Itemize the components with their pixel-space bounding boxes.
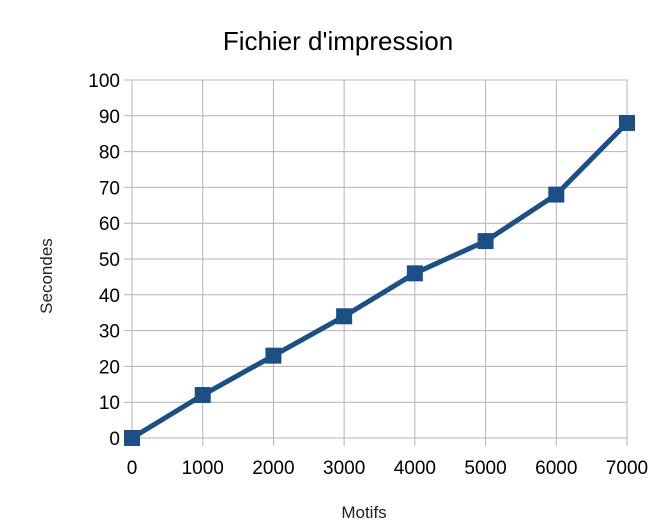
y-tick-label: 80 xyxy=(99,143,120,164)
y-tick-label: 20 xyxy=(99,357,120,378)
x-tick-label: 3000 xyxy=(323,458,365,479)
data-point xyxy=(336,308,353,325)
y-axis-label: Secondes xyxy=(37,238,56,314)
y-tick-label: 50 xyxy=(99,250,120,271)
y-tick-label: 30 xyxy=(99,322,120,343)
x-tick-label: 7000 xyxy=(606,458,648,479)
y-tick-label: 0 xyxy=(109,429,120,450)
data-point xyxy=(548,186,565,203)
data-point xyxy=(619,114,635,131)
y-tick-label: 40 xyxy=(99,286,120,307)
y-tick-label: 60 xyxy=(99,214,120,235)
x-axis-ticks: 0 1000 2000 3000 4000 5000 6000 7000 xyxy=(127,458,648,479)
data-point xyxy=(477,233,494,250)
x-tick-label: 4000 xyxy=(394,458,436,479)
y-tick-label: 100 xyxy=(88,71,120,92)
x-tick-label: 6000 xyxy=(535,458,577,479)
data-point xyxy=(124,430,140,446)
data-point xyxy=(265,347,282,364)
y-tick-label: 90 xyxy=(99,107,120,128)
y-tick-label: 10 xyxy=(99,393,120,414)
x-axis-label: Motifs xyxy=(341,503,386,522)
y-axis-ticks: 0 10 20 30 40 50 60 70 80 90 100 xyxy=(88,71,120,450)
data-point xyxy=(406,265,423,282)
grid xyxy=(124,79,628,446)
plot-frame xyxy=(131,79,628,439)
y-tick-label: 70 xyxy=(99,178,120,199)
data-point xyxy=(194,387,211,404)
x-tick-label: 1000 xyxy=(182,458,224,479)
chart-title: Fichier d'impression xyxy=(223,26,453,56)
x-tick-label: 0 xyxy=(127,458,138,479)
x-tick-label: 5000 xyxy=(464,458,506,479)
series-line xyxy=(130,121,629,441)
x-tick-label: 2000 xyxy=(252,458,294,479)
series-layer xyxy=(124,114,635,446)
